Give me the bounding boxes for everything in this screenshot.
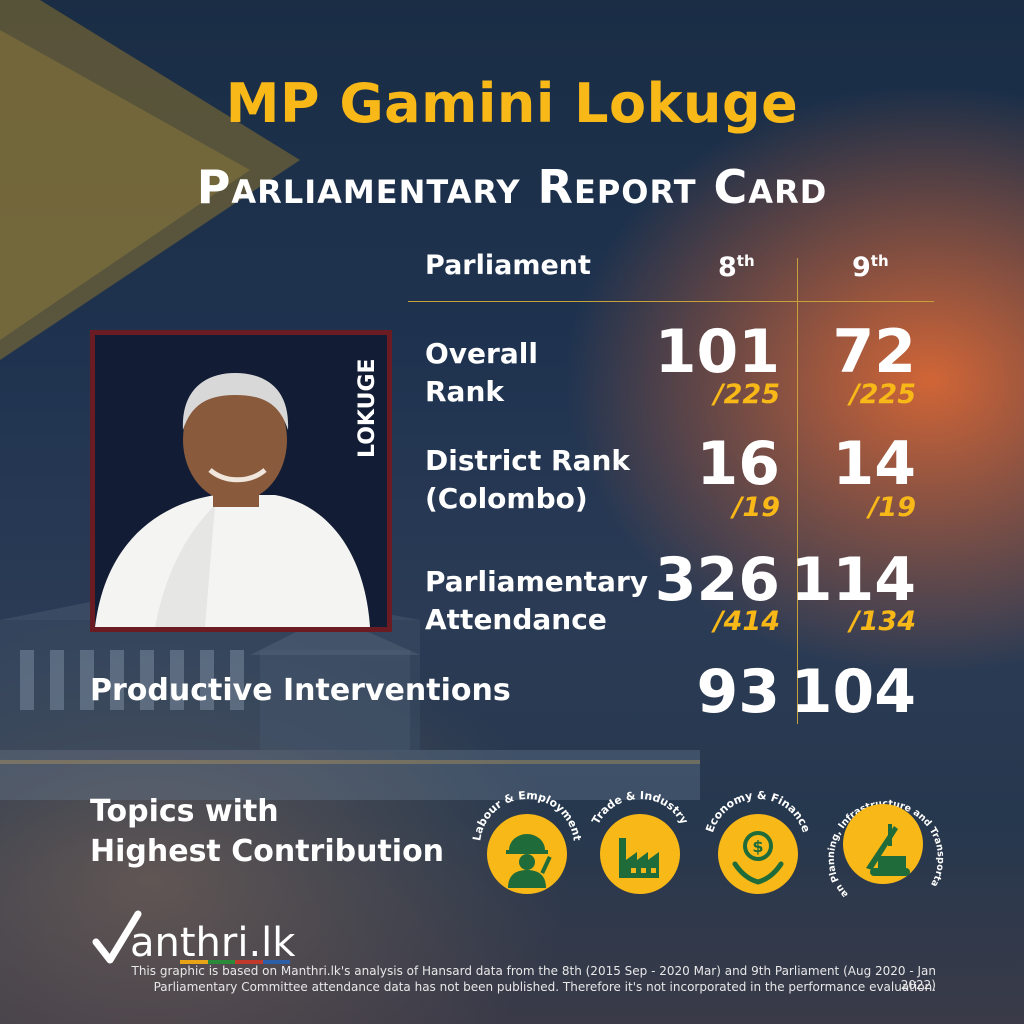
district-rank-9th-total: /19 [868,492,916,523]
district-rank-label: District Rank (Colombo) [425,444,631,515]
mp-photo [90,330,392,632]
parliament-column-label: Parliament [425,250,591,281]
overall-rank-9th-total: /225 [849,379,916,410]
district-rank-8th-total: /19 [732,492,780,523]
overall-rank-8th-total: /225 [713,379,780,410]
district-rank-9th: 14 [832,429,917,499]
column-header-9th: 9th [852,252,889,283]
interventions-8th: 93 [696,657,781,727]
svg-text:$: $ [752,837,763,856]
attendance-8th-total: /414 [713,606,780,637]
attendance-label: Parliamentary Attendance [425,565,649,636]
factory-icon [619,838,659,878]
photo-name-label: LOKUGE [355,358,380,458]
topic-trade-industry: Trade & Industry [575,776,705,906]
topic-economy-finance: Economy & Finance $ [693,776,823,906]
district-rank-8th: 16 [696,429,781,499]
column-divider [797,258,798,724]
interventions-9th: 104 [790,657,916,727]
overall-rank-label: Overall Rank [425,337,538,408]
portrait-illustration [95,335,387,627]
brand-logo-text: anthri.lk [130,920,296,966]
decorative-triangle [0,0,300,360]
overall-rank-9th: 72 [832,317,917,387]
money-hands-icon: $ [732,831,784,885]
attendance-9th-total: /134 [849,606,916,637]
header-divider [408,301,934,302]
mp-name-title: MP Gamini Lokuge [225,72,799,135]
worker-icon [506,834,552,888]
manthri-checkmark-logo-icon [92,910,142,964]
brand-colorbar [180,960,290,964]
topic-urban-planning: Urban Planning, Infrastructure and Trans… [814,768,948,906]
topic-labour-employment: Labour & Employment [462,776,592,906]
attendance-8th: 326 [654,545,780,615]
crane-icon [866,824,910,876]
topics-label: Topics with Highest Contribution [90,794,445,869]
footer-note-2: Parliamentary Committee attendance data … [153,980,936,994]
footer-note-1: This graphic is based on Manthri.lk's an… [131,964,936,992]
productive-interventions-label: Productive Interventions [90,673,511,708]
report-card-subtitle: Parliamentary Report Card [196,160,828,214]
attendance-9th: 114 [790,545,916,615]
column-header-8th: 8th [718,252,755,283]
overall-rank-8th: 101 [654,317,780,387]
